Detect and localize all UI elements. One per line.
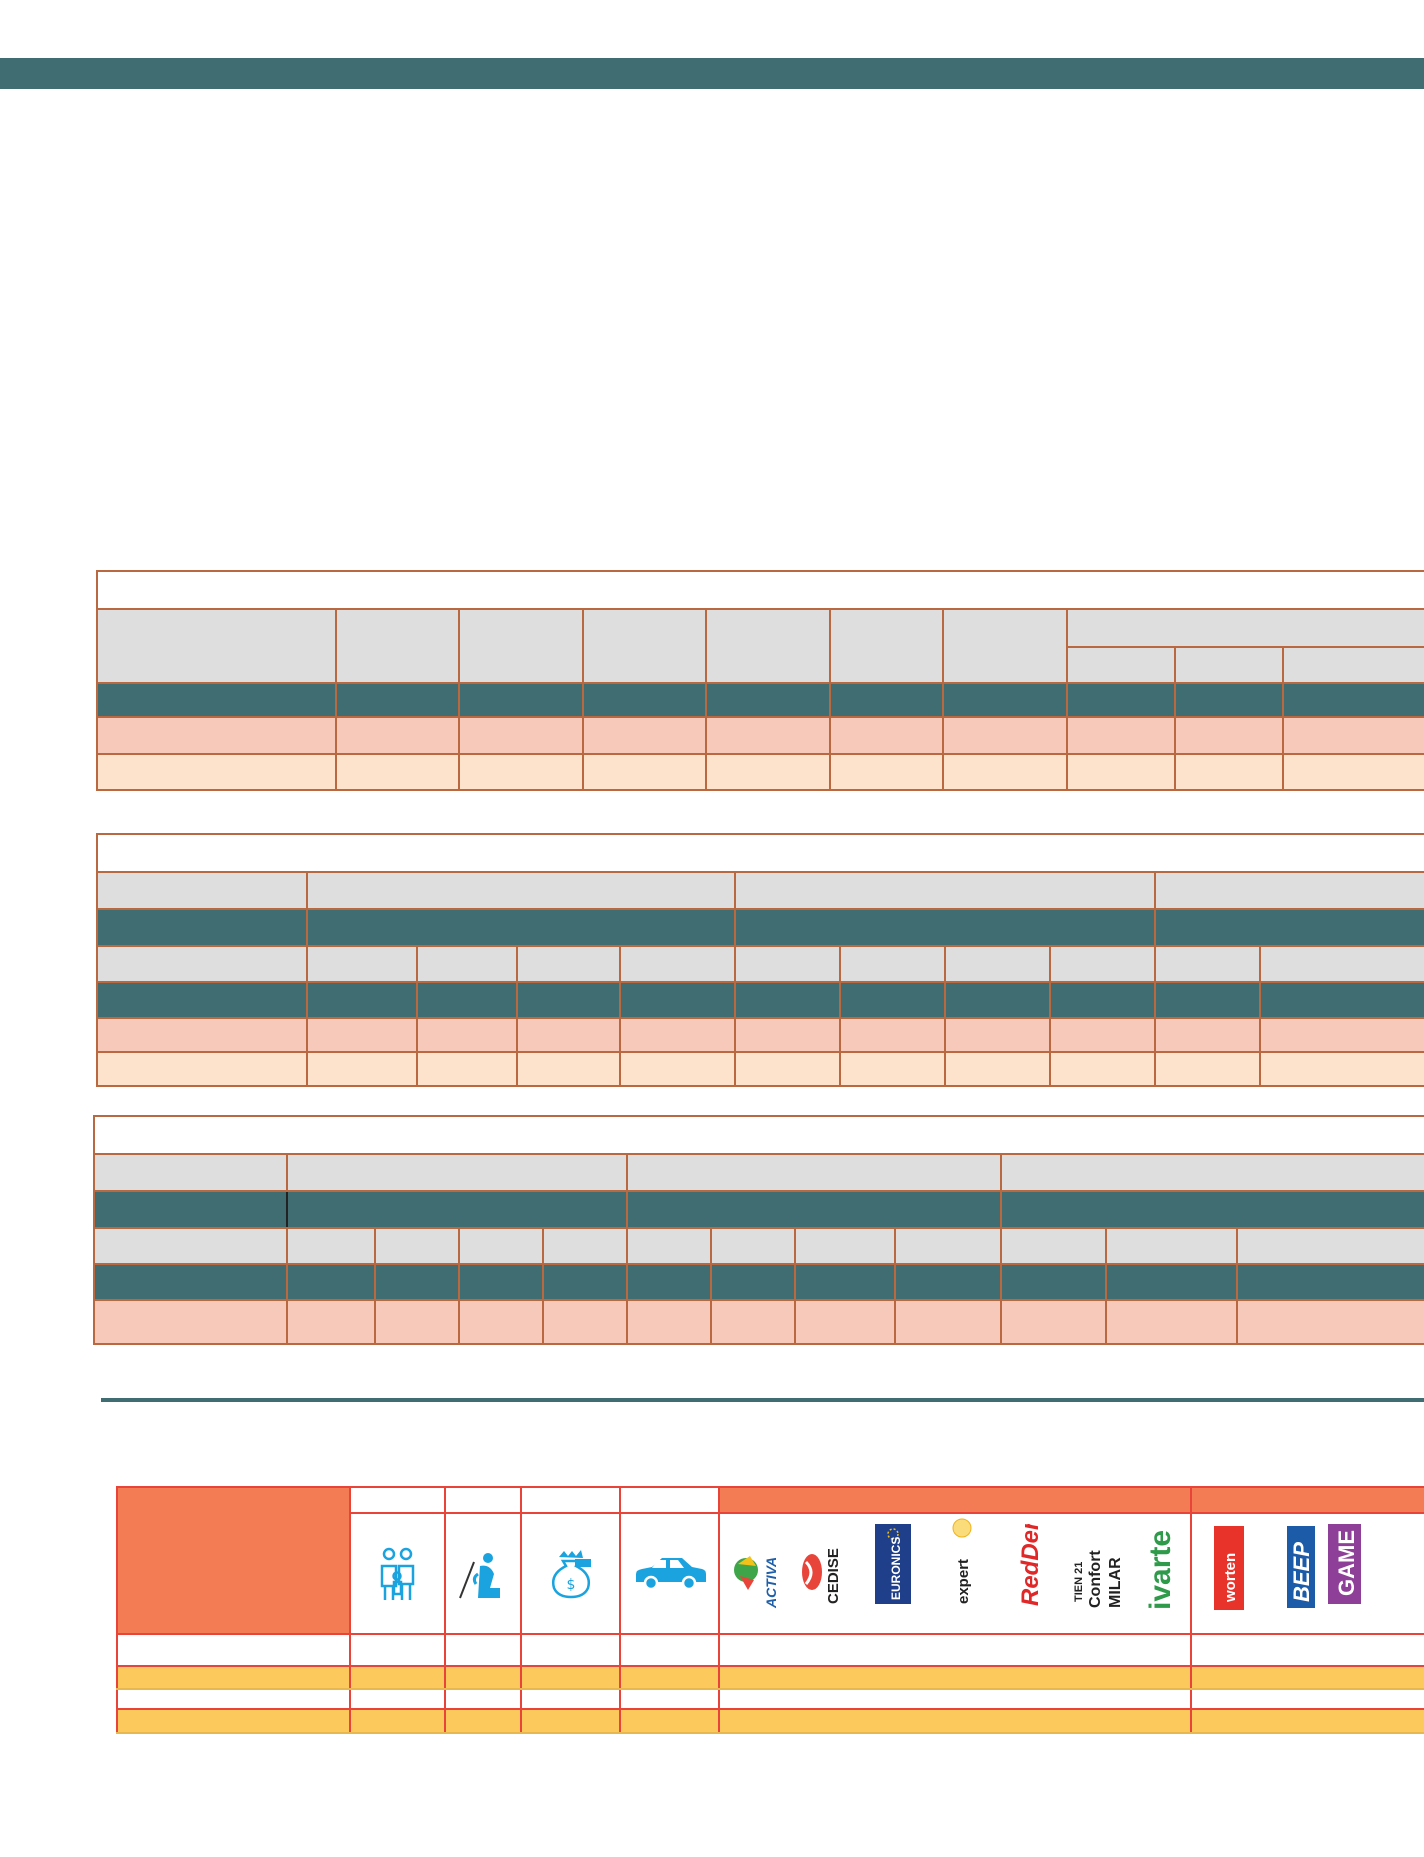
table-row: [116, 1633, 1424, 1667]
table-row: [116, 1665, 1424, 1690]
table-1-header-cell: [458, 608, 584, 684]
table-3-group-header: [626, 1153, 1002, 1192]
svg-text:ivarte: ivarte: [1144, 1530, 1177, 1610]
svg-text:expert: expert: [955, 1559, 972, 1604]
top-header-bar: [0, 58, 1424, 89]
table-1-header-cell: [582, 608, 707, 684]
tien21-confort-milar-logos: TIEN 21 Confort MILAR: [1073, 1550, 1124, 1608]
svg-text:TIEN 21: TIEN 21: [1073, 1562, 1085, 1602]
table-2-group-header: [734, 871, 1156, 910]
section-divider: [101, 1398, 1424, 1402]
table-2-group-header: [306, 871, 736, 910]
activa-logo: ACTIVA: [734, 1556, 779, 1609]
table-1-header-cell: [705, 608, 831, 684]
table-3-group-header: [286, 1153, 628, 1192]
table-1-subheader-cell: [1066, 646, 1176, 684]
table-2-header-cell: [96, 871, 308, 910]
table-1: [95, 570, 1424, 791]
person-at-desk-icon: [444, 1512, 522, 1635]
table-1-group-header: [1065, 608, 1424, 648]
table-3: [92, 1115, 1424, 1345]
svg-text:RedDer: RedDer: [1017, 1524, 1044, 1606]
table-3-header-cell: [93, 1153, 288, 1192]
table-row: [96, 908, 1424, 947]
cedise-logo: CEDISE: [802, 1548, 842, 1604]
table-2-title-row: [95, 833, 1424, 873]
table-2: [95, 833, 1424, 1087]
table-row: [96, 1017, 1424, 1053]
table-3-title-row: [92, 1115, 1424, 1155]
independent-group-header: [718, 1486, 1192, 1514]
car-icon: [619, 1512, 720, 1635]
svg-text:GAME: GAME: [1334, 1530, 1359, 1596]
chain-group-header: [1190, 1486, 1424, 1514]
table-1-header-cell: [829, 608, 944, 684]
svg-text:Confort: Confort: [1087, 1550, 1104, 1608]
table-2-group-header: [1153, 871, 1424, 910]
worten-logo: worten: [1214, 1526, 1244, 1610]
svg-text:worten: worten: [1222, 1553, 1239, 1603]
table-row: [116, 1708, 1424, 1734]
svg-text:$: $: [566, 1577, 575, 1593]
chain-logos-cell: worten BEEP GAME: [1190, 1512, 1424, 1635]
ivarte-logo: ivarte: [1144, 1530, 1177, 1610]
euronics-logo: EURONICS: [875, 1524, 911, 1604]
expert-logo: expert: [952, 1518, 972, 1604]
independent-logos-cell: ACTIVA CEDISE EURONICS expert RedDer: [718, 1512, 1192, 1635]
table-1-subheader-cell: [1281, 646, 1424, 684]
svg-text:ACTIVA: ACTIVA: [763, 1557, 779, 1609]
beep-logo: BEEP: [1287, 1526, 1315, 1608]
family-icon: [349, 1512, 446, 1635]
redder-logo: RedDer: [1017, 1524, 1044, 1606]
table-1-header-cell: [96, 608, 337, 684]
table-row: [116, 1688, 1424, 1710]
table-row: [93, 1190, 1424, 1229]
table-row: [96, 716, 1424, 755]
table-row: [96, 682, 1424, 718]
table-row: [93, 1299, 1424, 1345]
svg-text:MILAR: MILAR: [1107, 1557, 1124, 1608]
table-row: [96, 753, 1424, 791]
money-bag-icon: $: [520, 1512, 621, 1635]
channel-table: $ ACTIVA CEDISE: [116, 1486, 1424, 1734]
svg-text:BEEP: BEEP: [1289, 1542, 1314, 1602]
table-row: [93, 1263, 1424, 1301]
table-1-title-row: [95, 570, 1424, 610]
table-3-group-header: [999, 1153, 1424, 1192]
table-1-subheader-cell: [1174, 646, 1284, 684]
table-1-header-cell: [335, 608, 460, 684]
table-1-header-cell: [942, 608, 1068, 684]
table-row: [96, 981, 1424, 1019]
game-logo: GAME: [1328, 1524, 1361, 1604]
channel-corner-cell: [116, 1486, 351, 1635]
svg-text:EURONICS: EURONICS: [889, 1537, 903, 1600]
svg-text:CEDISE: CEDISE: [825, 1548, 842, 1604]
table-row: [96, 1051, 1424, 1087]
